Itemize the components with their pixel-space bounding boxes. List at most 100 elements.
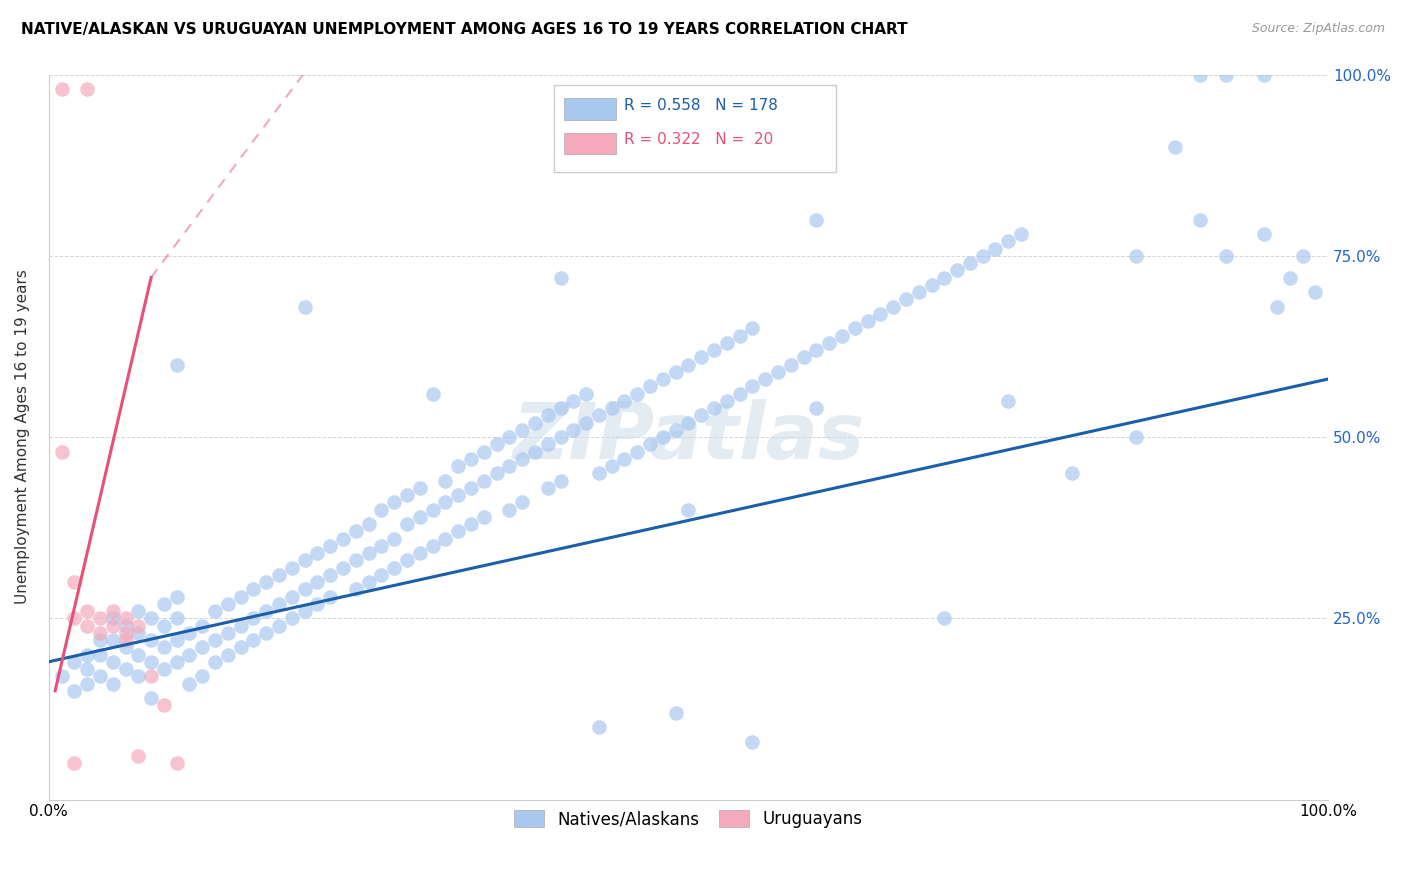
Point [703, 343, 725, 357]
Point [76, 676, 98, 690]
Point [550, 270, 572, 285]
Point [537, 481, 560, 495]
Point [382, 560, 405, 574]
Point [357, 516, 380, 531]
Point [447, 458, 470, 473]
Point [485, 437, 508, 451]
Point [63, 611, 86, 625]
Point [382, 495, 405, 509]
Point [89, 611, 111, 625]
Point [741, 734, 763, 748]
Point [101, 618, 124, 632]
Point [267, 567, 290, 582]
Point [665, 423, 688, 437]
Point [651, 372, 673, 386]
Point [934, 611, 956, 625]
Point [294, 300, 316, 314]
Point [1125, 249, 1147, 263]
Point [114, 633, 136, 648]
Text: R = 0.322   N =  20: R = 0.322 N = 20 [624, 132, 773, 147]
Point [472, 474, 495, 488]
Point [588, 409, 610, 423]
Point [588, 720, 610, 734]
Point [550, 430, 572, 444]
Point [332, 532, 354, 546]
Point [127, 618, 149, 632]
Point [319, 539, 342, 553]
Point [242, 633, 264, 648]
Point [242, 582, 264, 597]
Point [678, 416, 700, 430]
Point [434, 495, 457, 509]
Text: ZIPatlas: ZIPatlas [512, 399, 865, 475]
Point [638, 437, 661, 451]
Point [229, 590, 252, 604]
Point [550, 401, 572, 415]
Point [179, 625, 201, 640]
Point [51, 669, 73, 683]
Point [229, 618, 252, 632]
Point [741, 321, 763, 335]
Point [153, 640, 176, 655]
Point [242, 611, 264, 625]
Point [51, 82, 73, 96]
Point [63, 756, 86, 771]
Point [907, 285, 929, 299]
Point [179, 676, 201, 690]
Point [831, 328, 853, 343]
Point [281, 560, 304, 574]
Point [127, 604, 149, 618]
Point [1265, 300, 1288, 314]
Point [139, 655, 162, 669]
Point [562, 393, 585, 408]
Point [613, 451, 636, 466]
Point [114, 618, 136, 632]
Point [101, 611, 124, 625]
Point [434, 474, 457, 488]
Point [254, 604, 277, 618]
Point [217, 648, 239, 662]
Point [728, 386, 751, 401]
Point [294, 553, 316, 567]
Point [638, 379, 661, 393]
Point [806, 343, 828, 357]
Point [153, 698, 176, 713]
Point [344, 553, 367, 567]
Point [229, 640, 252, 655]
Point [997, 234, 1019, 248]
Point [139, 633, 162, 648]
Point [882, 300, 904, 314]
Point [139, 669, 162, 683]
Point [460, 481, 482, 495]
Point [1278, 270, 1301, 285]
Point [1305, 285, 1327, 299]
FancyBboxPatch shape [554, 86, 835, 172]
Point [370, 502, 392, 516]
Point [498, 458, 520, 473]
Point [319, 590, 342, 604]
Point [959, 256, 981, 270]
Point [716, 335, 738, 350]
FancyBboxPatch shape [564, 98, 616, 120]
Point [294, 604, 316, 618]
Point [139, 611, 162, 625]
Point [472, 509, 495, 524]
Point [409, 546, 432, 560]
Point [395, 553, 418, 567]
Point [89, 648, 111, 662]
Point [1163, 140, 1185, 154]
Point [89, 625, 111, 640]
Text: NATIVE/ALASKAN VS URUGUAYAN UNEMPLOYMENT AMONG AGES 16 TO 19 YEARS CORRELATION C: NATIVE/ALASKAN VS URUGUAYAN UNEMPLOYMENT… [21, 22, 908, 37]
Point [166, 611, 188, 625]
Point [191, 640, 214, 655]
Point [63, 655, 86, 669]
Point [395, 516, 418, 531]
Point [844, 321, 866, 335]
Point [588, 467, 610, 481]
Point [204, 655, 226, 669]
Point [678, 502, 700, 516]
Point [537, 409, 560, 423]
Point [307, 574, 329, 589]
Point [254, 574, 277, 589]
Point [204, 604, 226, 618]
